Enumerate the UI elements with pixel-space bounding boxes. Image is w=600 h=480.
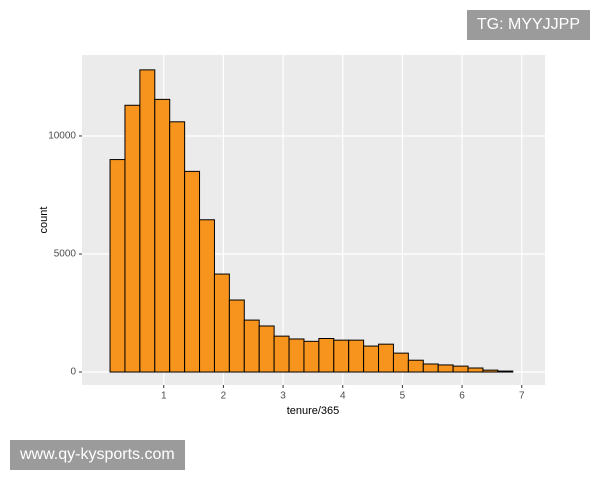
x-tick-label: 2	[221, 391, 227, 402]
y-tick-label: 10000	[48, 131, 76, 142]
bar	[407, 359, 424, 373]
bar	[139, 69, 156, 373]
bar	[154, 98, 171, 373]
y-tick-label: 5000	[54, 249, 77, 260]
bar	[482, 369, 499, 373]
bar	[363, 345, 380, 373]
x-tick-label: 3	[280, 391, 286, 402]
bar	[273, 335, 290, 373]
bar	[169, 121, 186, 373]
bar	[378, 343, 394, 373]
bar	[497, 370, 514, 373]
bar	[109, 159, 126, 373]
x-axis-label: tenure/365	[287, 405, 340, 417]
bar	[348, 339, 365, 373]
bar	[452, 365, 469, 373]
bar	[258, 325, 275, 373]
bar	[228, 299, 245, 373]
bar	[333, 339, 350, 373]
x-tick-label: 1	[161, 391, 167, 402]
bar	[467, 367, 484, 373]
site-badge: www.qy-kysports.com	[10, 440, 185, 470]
bar	[303, 340, 320, 373]
y-axis-label: count	[38, 207, 50, 234]
bar	[422, 363, 439, 373]
bar	[213, 273, 230, 373]
tag-badge: TG: MYYJJPP	[466, 10, 590, 40]
bar	[288, 338, 305, 373]
x-tick-label: 4	[340, 391, 346, 402]
x-tick-label: 5	[400, 391, 406, 402]
x-tick-label: 7	[519, 391, 525, 402]
bar	[318, 337, 335, 373]
bar	[392, 352, 409, 373]
bar	[124, 104, 141, 373]
y-tick-label: 0	[70, 367, 76, 378]
bar	[184, 170, 201, 373]
bar	[199, 219, 215, 373]
bar	[437, 364, 454, 373]
bar	[243, 319, 260, 373]
x-tick-label: 6	[459, 391, 465, 402]
